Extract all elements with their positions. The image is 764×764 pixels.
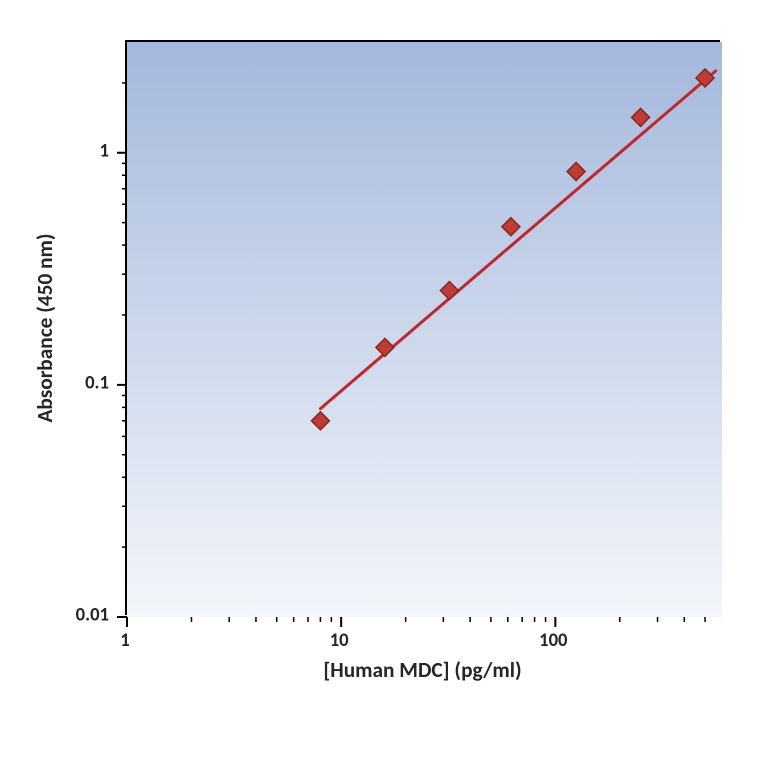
y-tick-label: 0.01 (76, 604, 109, 627)
chart-svg (127, 42, 722, 617)
y-tick-label: 0.1 (85, 371, 109, 394)
y-axis-label: Absorbance (450 nm) (32, 233, 58, 422)
plot-area (125, 40, 720, 615)
x-tick-label: 100 (539, 629, 567, 652)
x-axis-label: [Human MDC] (pg/ml) (323, 657, 521, 683)
chart-container: Absorbance (450 nm) [Human MDC] (pg/ml) … (0, 0, 764, 764)
y-tick-label: 1 (100, 139, 109, 162)
x-tick-label: 10 (330, 629, 349, 652)
x-tick-label: 1 (120, 629, 129, 652)
